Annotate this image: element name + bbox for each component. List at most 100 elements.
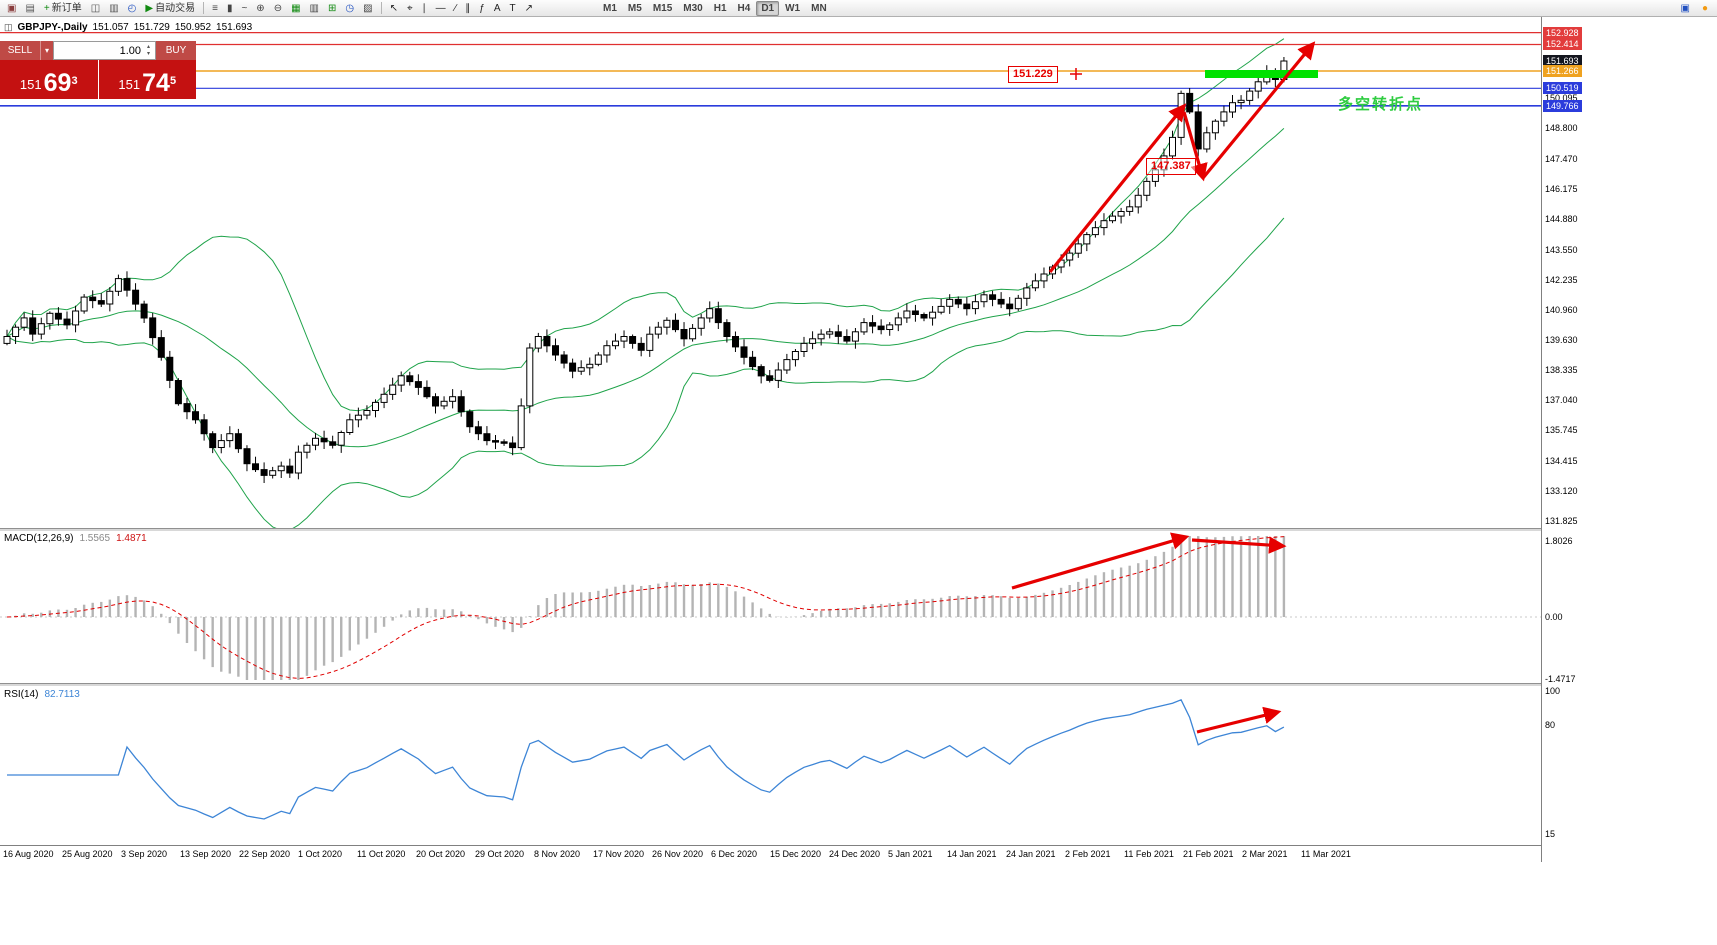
zoom-in-button[interactable]: ⊕: [252, 1, 268, 16]
templates-button[interactable]: ▨: [359, 1, 376, 16]
timeframe-m5-button[interactable]: M5: [627, 2, 642, 14]
vertical-line-button[interactable]: ∣: [418, 1, 431, 16]
macd-signal-value: 1.4871: [116, 533, 147, 544]
new-order-button[interactable]: + 新订单: [40, 1, 86, 16]
ohlc-open: 151.057: [92, 22, 129, 33]
timeframe-m15-button[interactable]: M15: [652, 2, 673, 14]
periods-icon: ◷: [345, 2, 355, 14]
rsi-canvas[interactable]: [0, 686, 1541, 845]
new-order-icon: +: [43, 2, 50, 14]
chat-icon[interactable]: ▣: [1680, 2, 1690, 14]
equidistant-channel-button[interactable]: ∥: [461, 1, 474, 16]
price-axis-label: 131.825: [1545, 516, 1578, 526]
price-axis[interactable]: 152.928 152.414 151.693 151.266 150.519 150.0…: [1542, 0, 1717, 945]
date-axis-label: 21 Feb 2021: [1183, 849, 1234, 859]
ohlc-bars-type-button[interactable]: ≡: [208, 1, 222, 16]
timeframe-d1-button[interactable]: D1: [756, 0, 780, 16]
price-axis-label: 0.00: [1545, 612, 1563, 622]
main-toolbar: ▣ ▤ + 新订单 ◫ ▥ ◴ ▶ 自动交易 ≡ ▮ ~ ⊕ ⊖ ▦ ▥ ⊞ ◷ ▨ ↖ ⌖ ∣ — ∕ ∥ ƒ A T ↗ M1 M5 M…: [0, 0, 1717, 17]
templates-icon: ▨: [363, 2, 373, 14]
open-chart-list-button[interactable]: ◫: [87, 1, 104, 16]
new-chart-icon: ▣: [7, 2, 17, 14]
timeframe-w1-button[interactable]: W1: [785, 2, 801, 14]
auto-trading-button[interactable]: ▶ 自动交易: [141, 1, 199, 16]
toolbar-separator: [203, 2, 205, 14]
price-label-object[interactable]: 147.387: [1146, 158, 1196, 175]
date-axis-label: 2 Mar 2021: [1242, 849, 1288, 859]
cursor-button[interactable]: ↖: [386, 1, 402, 16]
timeframe-h4-button[interactable]: H4: [737, 2, 751, 14]
line-type-button[interactable]: ~: [237, 1, 251, 16]
vertical-line-icon: ∣: [421, 2, 427, 14]
timeframe-mn-button[interactable]: MN: [811, 2, 827, 14]
lot-size-input[interactable]: 1.00 ▴ ▾: [53, 41, 156, 60]
zoom-out-icon: ⊖: [273, 2, 283, 14]
date-axis-label: 25 Aug 2020: [62, 849, 113, 859]
price-axis-label: 133.120: [1545, 486, 1578, 496]
chart-profiles-button[interactable]: ▤: [21, 1, 38, 16]
window-separator[interactable]: [0, 683, 1717, 686]
date-axis-label: 22 Sep 2020: [239, 849, 291, 859]
window-separator[interactable]: [0, 528, 1717, 531]
trendline-button[interactable]: ∕: [451, 1, 461, 16]
tile-windows-button[interactable]: ▦: [287, 1, 304, 16]
date-axis-label: 16 Aug 2020: [3, 849, 54, 859]
price-axis-label: 1.8026: [1545, 536, 1573, 546]
date-axis-label: 15 Dec 2020: [770, 849, 822, 859]
price-axis-separator: [1541, 17, 1542, 862]
notification-icon[interactable]: ●: [1701, 2, 1708, 14]
lot-spinner[interactable]: ▴ ▾: [143, 42, 154, 59]
buy-price-prefix: 151: [118, 77, 141, 92]
market-watch-button[interactable]: ▥: [105, 1, 122, 16]
buy-price-big: 74: [142, 69, 170, 97]
timeframe-m1-button[interactable]: M1: [603, 2, 617, 14]
horizontal-line-button[interactable]: —: [432, 1, 450, 16]
fibonacci-icon: ƒ: [479, 2, 485, 14]
auto-trading-icon: ▶: [145, 2, 154, 14]
price-axis-label: 150.519: [1543, 82, 1582, 94]
candlestick-type-button[interactable]: ▮: [223, 1, 237, 16]
spin-up-icon[interactable]: ▴: [146, 43, 150, 50]
buy-price-button[interactable]: 151 74 5: [98, 60, 196, 99]
price-axis-label: 152.414: [1543, 38, 1582, 50]
ohlc-close: 151.693: [216, 22, 253, 33]
refresh-button[interactable]: ◴: [124, 1, 141, 16]
buy-button[interactable]: BUY: [156, 41, 196, 60]
main-chart-canvas[interactable]: [0, 17, 1541, 528]
price-axis-label: 80: [1545, 720, 1556, 730]
spin-down-icon[interactable]: ▾: [146, 50, 150, 57]
line-type-icon: ~: [241, 2, 248, 14]
date-axis-label: 11 Feb 2021: [1124, 849, 1174, 859]
sell-button[interactable]: SELL: [0, 41, 40, 60]
text-label-button[interactable]: T: [506, 1, 520, 16]
price-axis-label: 135.745: [1545, 425, 1578, 435]
fibonacci-button[interactable]: ƒ: [475, 1, 489, 16]
periods-button[interactable]: ◷: [341, 1, 358, 16]
new-chart-button[interactable]: ▣: [3, 1, 20, 16]
sell-price-prefix: 151: [19, 77, 42, 92]
trade-options-dropdown[interactable]: ▾: [40, 41, 53, 60]
sell-price-big: 69: [43, 69, 72, 97]
date-axis-label: 1 Oct 2020: [298, 849, 343, 859]
text-button[interactable]: A: [490, 1, 505, 16]
date-axis[interactable]: 16 Aug 2020 25 Aug 2020 3 Sep 2020 13 Sep 2…: [0, 845, 1541, 862]
macd-canvas[interactable]: [0, 531, 1541, 683]
sell-price-button[interactable]: 151 69 3: [0, 60, 98, 99]
date-axis-label: 11 Oct 2020: [357, 849, 406, 859]
price-axis-label: 144.880: [1545, 214, 1578, 224]
crosshair-button[interactable]: ⌖: [403, 1, 417, 16]
auto-trading-label: 自动交易: [155, 2, 196, 14]
timeframe-m30-button[interactable]: M30: [683, 2, 703, 14]
date-axis-label: 6 Dec 2020: [711, 849, 758, 859]
turning-point-text[interactable]: 多空转折点: [1338, 96, 1424, 113]
chart-profiles-icon: ▤: [25, 2, 35, 14]
price-label-object[interactable]: 151.229: [1008, 66, 1058, 83]
price-axis-label: 151.693: [1543, 55, 1582, 67]
arrange-windows-button[interactable]: ▥: [306, 1, 323, 16]
zoom-out-button[interactable]: ⊖: [270, 1, 286, 16]
arrows-tool-button[interactable]: ↗: [521, 1, 537, 16]
price-axis-label: 152.928: [1543, 27, 1582, 39]
timeframe-h1-button[interactable]: H1: [713, 2, 727, 14]
indicators-button[interactable]: ⊞: [324, 1, 340, 16]
